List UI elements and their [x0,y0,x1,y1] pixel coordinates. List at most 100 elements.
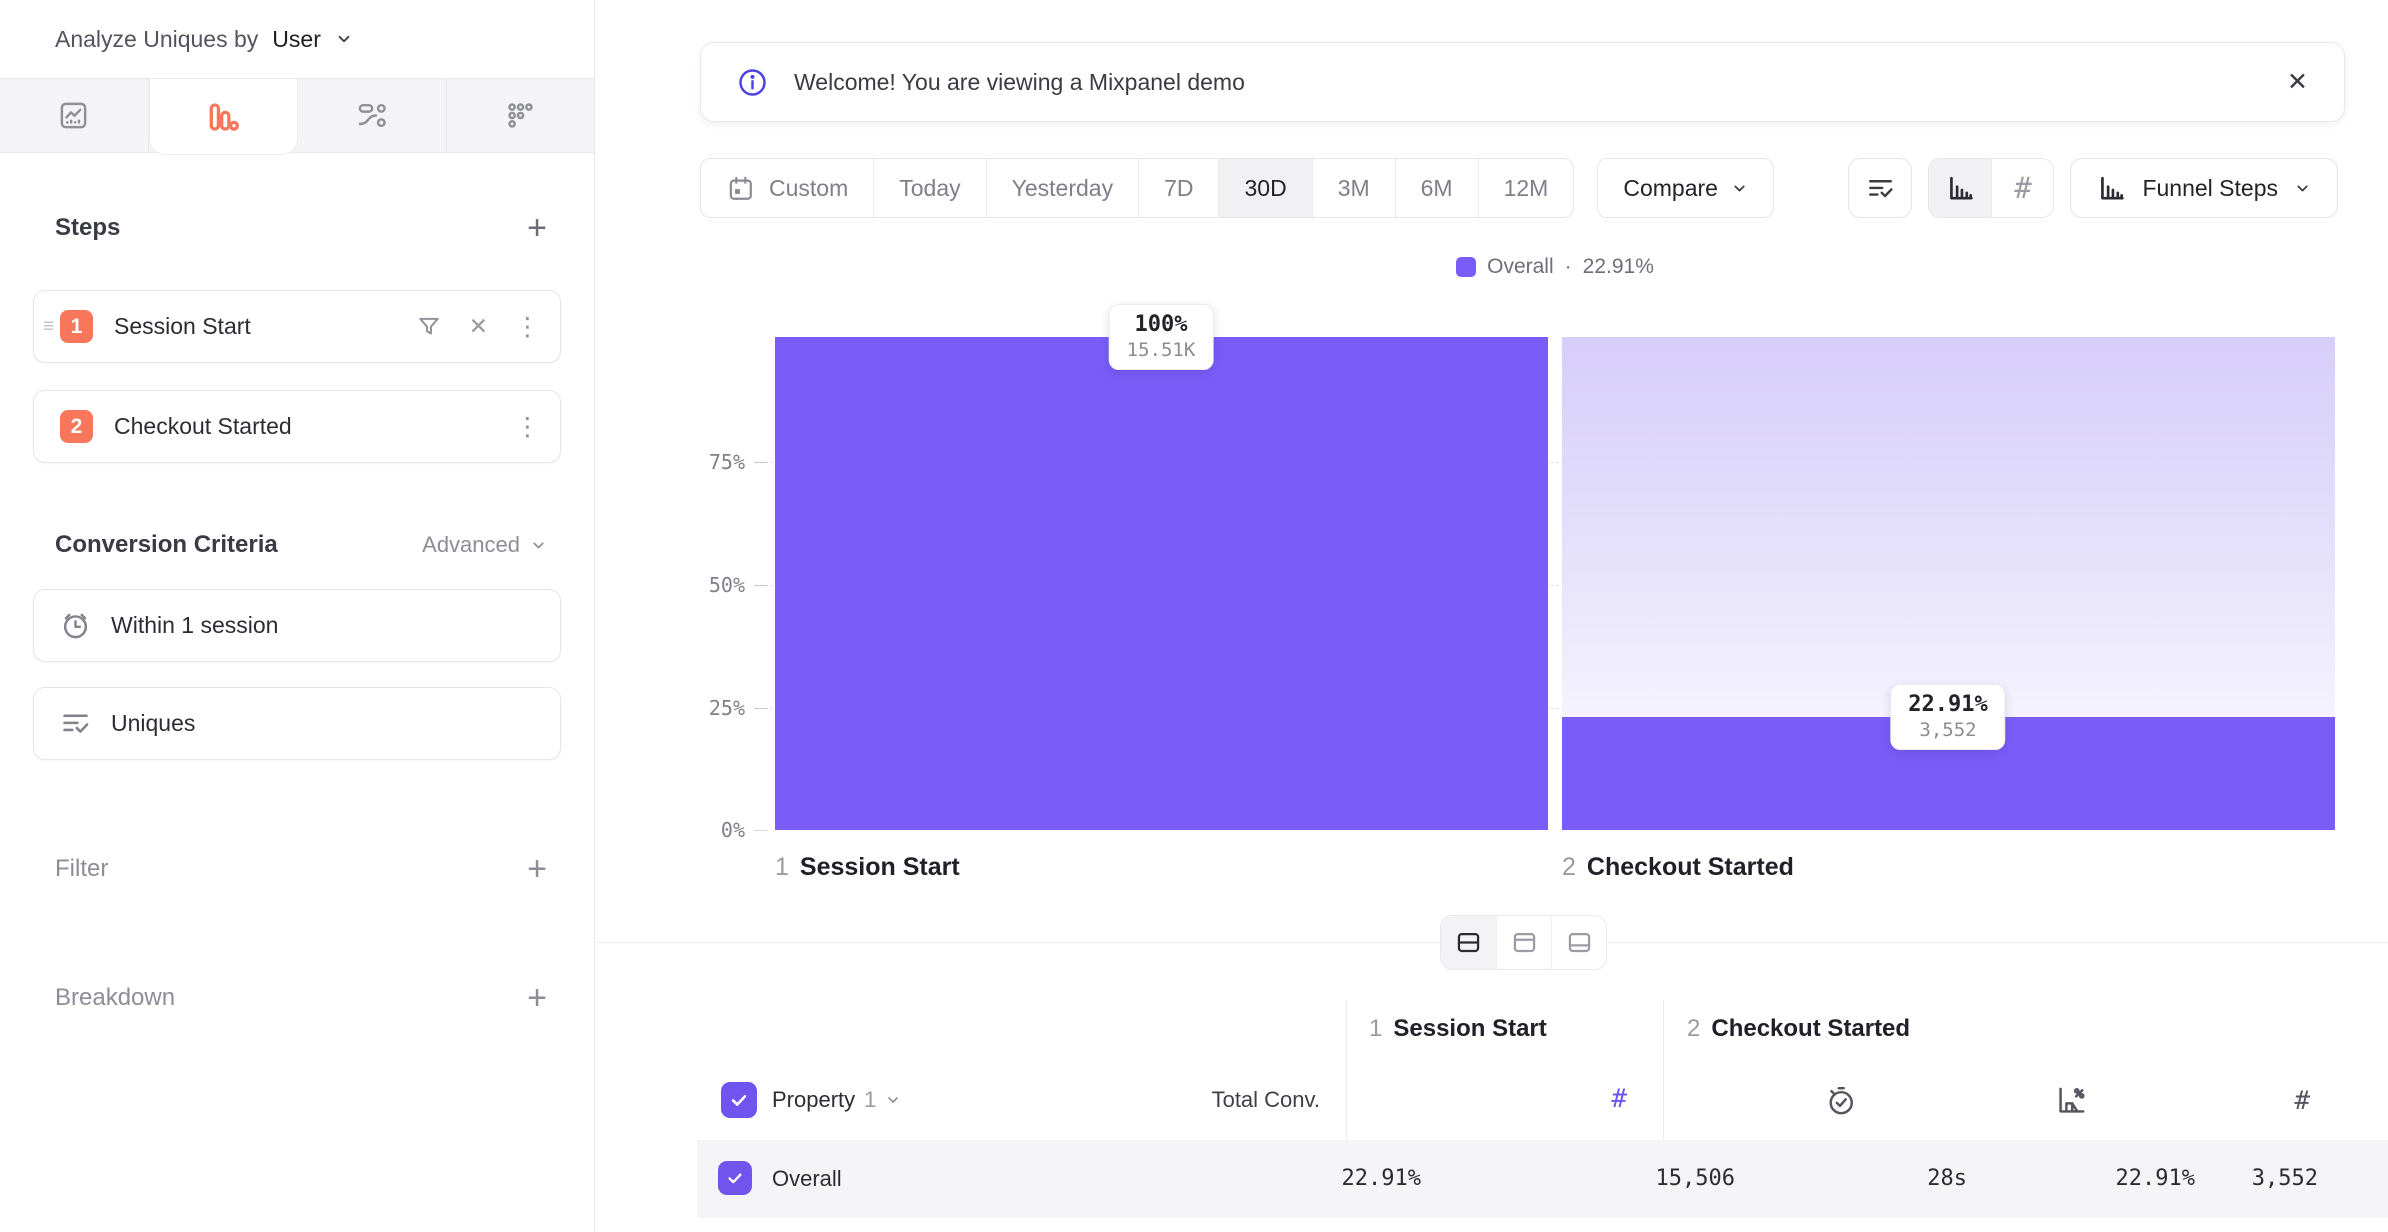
tooltip-percent: 22.91% [1908,692,1988,717]
compare-label: Compare [1623,174,1718,201]
analyze-entity-dropdown[interactable]: User [272,25,321,52]
table-group-checkout-started: 2 Checkout Started [1687,1015,1910,1043]
add-filter-button[interactable]: + [527,850,547,888]
tab-insights[interactable] [0,79,149,152]
time-to-convert-icon[interactable] [1823,1083,1858,1118]
y-tick-label: 25% [708,696,745,720]
tooltip-percent: 100% [1134,312,1188,337]
compare-button[interactable]: Compare [1597,158,1774,218]
demo-banner: Welcome! You are viewing a Mixpanel demo… [700,42,2345,122]
date-range-30d[interactable]: 30D [1219,159,1313,217]
bar-chart-axis-icon [2097,174,2126,203]
date-range-label: Today [899,174,961,201]
metrics-list-button[interactable] [1848,158,1913,218]
check-icon [728,1173,742,1184]
advanced-dropdown[interactable]: Advanced [422,532,547,558]
chevron-down-icon [335,30,353,48]
date-range-6m[interactable]: 6M [1396,159,1479,217]
select-all-checkbox[interactable] [721,1082,757,1118]
filter-step-icon[interactable] [416,314,442,340]
check-icon [731,1095,747,1106]
date-range-12m[interactable]: 12M [1479,159,1574,217]
date-range-yesterday[interactable]: Yesterday [987,159,1140,217]
row-step2-count: 3,552 [2251,1166,2318,1191]
step-number: 1 [1369,1015,1383,1042]
funnel-bar-session-start[interactable] [775,337,1548,830]
table-row-overall[interactable]: Overall 22.91% 15,506 28s 22.91% 3,552 [697,1140,2388,1218]
row-checkbox[interactable] [718,1161,752,1195]
y-tick-mark [754,585,767,586]
breakdown-section-header: Breakdown + [33,981,561,1015]
flows-icon [356,100,387,131]
add-breakdown-button[interactable]: + [527,979,547,1017]
date-range-label: 3M [1337,174,1370,201]
value-display-toggle: # [1928,158,2055,218]
y-tick-mark [754,830,767,831]
step-number-badge: 1 [60,310,93,343]
date-range-picker: Custom Today Yesterday 7D 30D 3M 6M 12M [700,158,1575,218]
chevron-down-icon [2297,185,2308,191]
step-card-2[interactable]: 2 Checkout Started ⋮ [33,390,561,463]
step-label[interactable]: Checkout Started [114,413,292,439]
row-step1-count: 15,506 [1655,1166,1735,1191]
count-column-icon[interactable]: # [2294,1086,2310,1116]
report-type-tabs [0,78,595,155]
number-view-segment[interactable]: # [1991,159,2053,217]
analyze-header[interactable]: Analyze Uniques by User [0,0,594,78]
step-name: Session Start [1393,1015,1547,1042]
banner-close-icon[interactable]: ✕ [2287,68,2308,96]
bar-chart-axis-icon [1946,174,1975,203]
step-name: Session Start [799,853,960,881]
filter-title: Filter [55,855,109,882]
property-dropdown[interactable]: Property 1 [772,1087,901,1113]
date-range-3m[interactable]: 3M [1313,159,1396,217]
date-range-label: Yesterday [1011,174,1114,201]
tab-funnels[interactable] [148,79,298,155]
add-step-button[interactable]: + [527,209,547,247]
date-range-today[interactable]: Today [874,159,987,217]
tab-flows[interactable] [298,79,447,152]
date-range-label: 6M [1420,174,1453,201]
chart-type-dropdown[interactable]: Funnel Steps [2070,158,2338,218]
total-conv-header[interactable]: Total Conv. [1211,1087,1320,1112]
step-menu-icon[interactable]: ⋮ [515,312,540,341]
step-name: Checkout Started [1586,853,1794,881]
calendar-icon [726,174,755,203]
conversion-window-label: Within 1 session [111,612,279,638]
date-range-label: Custom [769,174,849,201]
table-only-segment[interactable] [1551,916,1606,969]
date-range-7d[interactable]: 7D [1139,159,1220,217]
drag-handle-icon[interactable]: ≡ [43,315,55,337]
counting-method-card[interactable]: Uniques [33,687,561,760]
tab-retention[interactable] [447,79,595,152]
y-tick-label: 75% [708,450,745,474]
step-label[interactable]: Session Start [114,313,251,339]
retention-icon [505,100,536,131]
breakdown-title: Breakdown [55,984,176,1011]
date-range-label: 7D [1164,174,1194,201]
conversion-window-card[interactable]: Within 1 session [33,589,561,662]
chart-toolbar: Custom Today Yesterday 7D 30D 3M 6M 12M … [700,158,2338,218]
count-column-icon-purple[interactable]: # [1611,1084,1627,1114]
chevron-down-icon [1734,185,1745,191]
advanced-label: Advanced [422,532,520,557]
legend-swatch[interactable] [1456,257,1477,277]
step-menu-icon[interactable]: ⋮ [515,412,540,441]
remove-step-icon[interactable]: ✕ [468,313,488,339]
chart-type-label: Funnel Steps [2142,174,2278,201]
step-number: 2 [1562,853,1576,881]
date-range-custom[interactable]: Custom [701,159,875,217]
bar-value-tooltip: 100% 15.51K [1108,304,1214,370]
step-number: 1 [775,853,789,881]
split-view-segment[interactable] [1441,916,1496,969]
step-card-1[interactable]: ≡ 1 Session Start ✕ ⋮ [33,290,561,363]
row-total-conv: 22.91% [1341,1166,1421,1191]
legend-series-value: 22.91% [1582,255,1654,278]
conversion-rate-icon[interactable] [2054,1083,2089,1118]
chevron-down-icon [533,542,544,548]
info-icon [737,67,768,98]
percent-view-segment[interactable] [1929,159,1992,217]
chart-only-segment[interactable] [1496,916,1551,969]
alarm-clock-icon [60,610,91,641]
insights-icon [58,100,89,131]
